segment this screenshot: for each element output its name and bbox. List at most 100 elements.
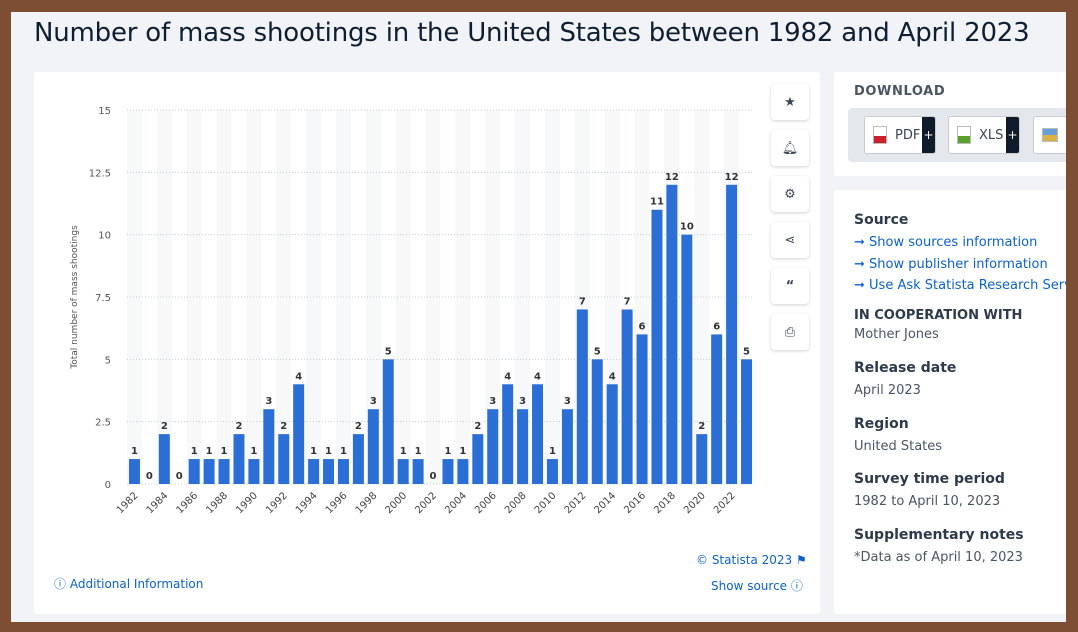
x-tick-label: 2002 xyxy=(413,490,439,516)
bar[interactable] xyxy=(308,459,320,484)
data-label: 1 xyxy=(340,446,347,457)
bar[interactable] xyxy=(323,459,335,484)
data-label: 4 xyxy=(609,371,616,382)
data-label: 1 xyxy=(549,446,556,457)
additional-information-label: Additional Information xyxy=(69,577,204,591)
x-tick-label: 1996 xyxy=(324,490,350,516)
bar[interactable] xyxy=(412,459,424,484)
bar[interactable] xyxy=(502,384,514,484)
bar[interactable] xyxy=(382,359,394,484)
bar[interactable] xyxy=(203,459,215,484)
band xyxy=(127,110,142,484)
data-label: 3 xyxy=(519,396,526,407)
bar[interactable] xyxy=(621,309,633,484)
data-label: 4 xyxy=(534,371,541,382)
data-label: 1 xyxy=(221,446,228,457)
show-sources-link[interactable]: ➞ Show sources information xyxy=(854,235,1038,250)
page: Number of mass shootings in the United S… xyxy=(11,12,1066,622)
xls-plus[interactable]: + xyxy=(1006,117,1019,153)
x-tick-label: 2022 xyxy=(712,490,738,516)
bar[interactable] xyxy=(546,459,558,484)
bar[interactable] xyxy=(532,384,544,484)
x-tick-label: 2014 xyxy=(593,490,619,516)
download-buttons: PDF + XLS + P xyxy=(848,108,1066,162)
download-png-button[interactable]: P xyxy=(1033,116,1066,154)
bar[interactable] xyxy=(248,459,260,484)
bar[interactable] xyxy=(561,409,573,484)
data-label: 11 xyxy=(650,197,664,208)
bar[interactable] xyxy=(666,184,678,485)
print-icon: ⎙ xyxy=(784,324,796,340)
bar[interactable] xyxy=(576,309,588,484)
bar[interactable] xyxy=(681,234,693,484)
bar[interactable] xyxy=(263,409,275,484)
ask-statista-link[interactable]: ➞ Use Ask Statista Research Service xyxy=(854,278,1066,293)
bar[interactable] xyxy=(337,459,349,484)
y-tick-label: 12.5 xyxy=(89,168,111,179)
data-label: 0 xyxy=(176,471,183,482)
settings-button[interactable]: ⚙ xyxy=(771,176,809,212)
region-value: United States xyxy=(854,439,943,454)
flag-icon: ⚑ xyxy=(796,553,807,567)
statista-copyright[interactable]: © Statista 2023 ⚑ xyxy=(696,553,807,567)
data-label: 1 xyxy=(459,446,466,457)
data-label: 0 xyxy=(430,471,437,482)
share-button[interactable]: ⋖ xyxy=(771,222,809,258)
bar[interactable] xyxy=(397,459,409,484)
bar[interactable] xyxy=(352,434,364,484)
notification-button[interactable]: 🔔︎ xyxy=(771,130,809,166)
data-label: 5 xyxy=(743,346,750,357)
data-label: 1 xyxy=(325,446,332,457)
bar[interactable] xyxy=(651,209,663,484)
survey-period-heading: Survey time period xyxy=(854,471,1005,487)
link-label: Use Ask Statista Research Service xyxy=(869,278,1066,293)
print-button[interactable]: ⎙ xyxy=(771,314,809,350)
bar[interactable] xyxy=(726,184,738,485)
data-label: 12 xyxy=(665,172,679,183)
bar[interactable] xyxy=(606,384,618,484)
data-label: 1 xyxy=(400,446,407,457)
bar[interactable] xyxy=(472,434,484,484)
quote-icon: “ xyxy=(785,278,795,294)
bar[interactable] xyxy=(188,459,200,484)
bar[interactable] xyxy=(457,459,469,484)
bar[interactable] xyxy=(293,384,305,484)
favorite-button[interactable]: ★ xyxy=(771,84,809,120)
band xyxy=(455,110,471,484)
band xyxy=(694,110,710,484)
bar[interactable] xyxy=(278,434,290,484)
bar[interactable] xyxy=(711,334,723,484)
bar[interactable] xyxy=(636,334,648,484)
pdf-plus[interactable]: + xyxy=(922,117,935,153)
bar[interactable] xyxy=(128,459,140,484)
bar[interactable] xyxy=(487,409,499,484)
cite-button[interactable]: “ xyxy=(771,268,809,304)
data-label: 6 xyxy=(639,321,646,332)
info-icon: ⓘ xyxy=(790,579,803,593)
bar[interactable] xyxy=(158,434,170,484)
data-label: 1 xyxy=(191,446,198,457)
bar[interactable] xyxy=(741,359,753,484)
notes-value: *Data as of April 10, 2023 xyxy=(854,550,1023,565)
data-label: 1 xyxy=(444,446,451,457)
bar[interactable] xyxy=(442,459,454,484)
x-tick-label: 2000 xyxy=(384,490,410,516)
star-icon: ★ xyxy=(784,94,796,110)
show-publisher-link[interactable]: ➞ Show publisher information xyxy=(854,257,1048,272)
show-source-link[interactable]: Show source ⓘ xyxy=(711,577,803,594)
bar[interactable] xyxy=(233,434,245,484)
data-label: 1 xyxy=(415,446,422,457)
y-tick-label: 2.5 xyxy=(95,418,111,429)
bar[interactable] xyxy=(218,459,230,484)
bar[interactable] xyxy=(367,409,379,484)
bar[interactable] xyxy=(517,409,529,484)
bar[interactable] xyxy=(591,359,603,484)
download-pdf-button[interactable]: PDF + xyxy=(864,116,936,154)
additional-information-link[interactable]: ⓘ Additional Information xyxy=(54,575,203,592)
y-axis-label: Total number of mass shootings xyxy=(70,225,80,370)
data-label: 1 xyxy=(250,446,257,457)
bar[interactable] xyxy=(696,434,708,484)
download-xls-button[interactable]: XLS + xyxy=(948,116,1020,154)
cooperation-value: Mother Jones xyxy=(854,327,939,342)
x-tick-label: 1990 xyxy=(234,490,260,516)
